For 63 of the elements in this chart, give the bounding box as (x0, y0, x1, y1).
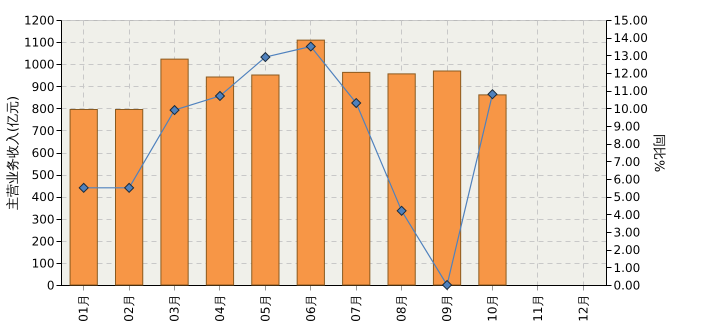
bar (478, 94, 507, 286)
x-tick-label: 02月 (122, 294, 136, 322)
y2-tick-label: 4.00 (614, 208, 640, 222)
x-tick-label: 03月 (168, 294, 182, 322)
x-tick-label: 09月 (440, 294, 454, 322)
y2-tick-label: 1.00 (614, 260, 640, 275)
point (487, 89, 498, 100)
bar (115, 108, 144, 286)
y-tick-label: 1100 (24, 36, 54, 50)
y2-tick-label: 10.00 (614, 102, 648, 116)
x-tick-label: 05月 (258, 294, 272, 322)
y-tick-label: 100 (32, 256, 54, 270)
y-tick-label: 700 (32, 124, 54, 138)
bar (70, 108, 98, 286)
y2-tick-label: 5.00 (614, 190, 640, 204)
x-tick-label: 11月 (530, 294, 545, 322)
point (170, 105, 180, 116)
x-tick-label: 06月 (304, 294, 318, 322)
point (396, 206, 407, 216)
bar (432, 70, 462, 286)
y2-tick-label: 7.00 (614, 154, 640, 169)
x-tick-label: 12月 (576, 294, 590, 322)
point (214, 90, 225, 101)
y-tick-label: 900 (32, 80, 54, 94)
y2-tick-label: 8.00 (614, 137, 640, 152)
y2-axis-title: 同比% (650, 134, 666, 172)
point (442, 280, 452, 290)
y-tick-label: 800 (32, 102, 54, 116)
bar (388, 73, 416, 286)
y2-tick-label: 14.00 (614, 31, 648, 46)
y-tick-label: 1000 (24, 58, 54, 72)
bar (206, 76, 234, 286)
point (351, 98, 362, 108)
y-axis-title: 主营业务收入(亿元) (4, 96, 21, 210)
bar (251, 74, 280, 286)
y2-tick-label: 9.00 (614, 120, 640, 134)
point (78, 182, 89, 193)
point (260, 52, 270, 62)
y2-tick-label: 13.00 (614, 48, 648, 63)
x-tick-label: 07月 (349, 294, 364, 322)
y-tick-label: 300 (32, 212, 54, 226)
y2-tick-label: 6.00 (614, 172, 640, 186)
bar (342, 72, 370, 286)
y2-tick-label: 12.00 (614, 66, 648, 80)
point (306, 42, 316, 52)
y-tick-label: 400 (32, 190, 54, 204)
y-tick-label: 0 (46, 278, 54, 292)
bar (296, 40, 325, 286)
y-tick-label: 500 (32, 168, 54, 182)
y2-tick-label: 11.00 (614, 84, 648, 98)
y-tick-label: 200 (32, 234, 54, 248)
y2-tick-label: 15.00 (614, 14, 648, 28)
x-tick-label: 10月 (485, 294, 500, 322)
point (124, 182, 134, 193)
x-tick-label: 04月 (212, 294, 227, 322)
y2-tick-label: 2.00 (614, 243, 640, 258)
bar (160, 58, 189, 286)
y2-tick-label: 0.00 (614, 278, 640, 292)
y-tick-label: 600 (32, 146, 54, 160)
x-tick-label: 01月 (76, 294, 91, 322)
y2-tick-label: 3.00 (614, 226, 640, 240)
y-tick-label: 1200 (24, 14, 54, 28)
x-tick-label: 08月 (394, 294, 409, 322)
